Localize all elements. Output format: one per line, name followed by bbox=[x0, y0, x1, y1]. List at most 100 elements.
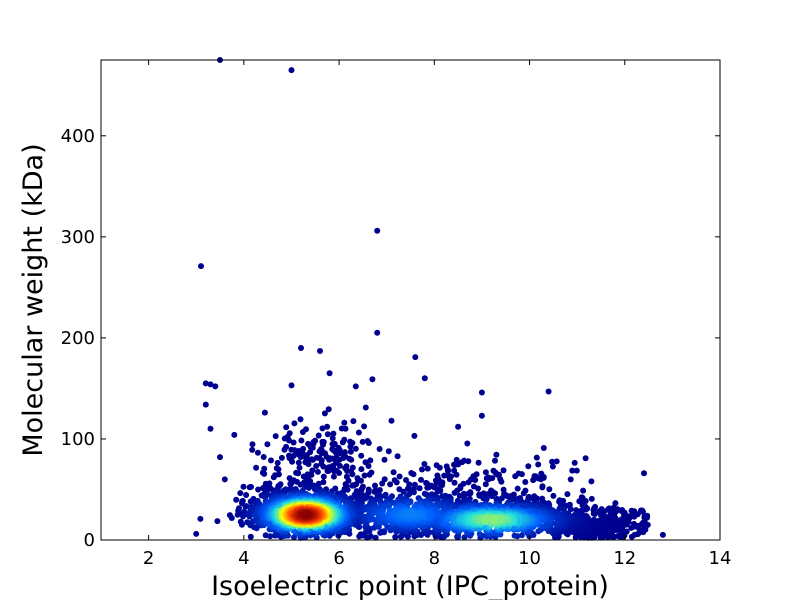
data-point bbox=[393, 479, 400, 486]
data-point bbox=[416, 485, 423, 492]
data-point bbox=[461, 534, 468, 541]
data-point bbox=[249, 441, 256, 448]
data-point bbox=[299, 429, 306, 435]
data-point bbox=[358, 477, 364, 484]
data-point bbox=[331, 468, 338, 475]
data-point bbox=[482, 469, 489, 476]
data-point bbox=[207, 425, 214, 432]
data-point bbox=[358, 466, 365, 473]
data-point bbox=[247, 498, 254, 505]
data-point bbox=[309, 444, 316, 451]
data-point bbox=[485, 476, 492, 483]
data-point bbox=[338, 425, 345, 432]
data-point bbox=[349, 482, 356, 489]
data-point bbox=[305, 461, 312, 468]
x-tick-label: 8 bbox=[429, 548, 440, 569]
data-point bbox=[365, 440, 372, 446]
data-point bbox=[553, 458, 560, 465]
data-point bbox=[453, 471, 460, 478]
x-tick-label: 2 bbox=[143, 548, 154, 569]
data-point bbox=[539, 484, 546, 491]
data-point bbox=[493, 451, 500, 458]
data-point bbox=[500, 467, 507, 474]
data-point bbox=[641, 514, 648, 521]
y-tick-label: 200 bbox=[61, 328, 95, 349]
data-point bbox=[330, 430, 337, 437]
data-point bbox=[286, 437, 293, 444]
data-point bbox=[295, 470, 302, 477]
data-point bbox=[509, 496, 516, 503]
data-point bbox=[352, 383, 359, 390]
data-point bbox=[569, 467, 576, 474]
data-point bbox=[498, 478, 505, 485]
data-point bbox=[253, 464, 260, 471]
data-point bbox=[369, 376, 376, 383]
data-point bbox=[202, 380, 209, 387]
data-point bbox=[390, 469, 397, 476]
data-point bbox=[394, 453, 401, 460]
data-point bbox=[326, 370, 333, 377]
data-point bbox=[408, 511, 415, 518]
data-point bbox=[482, 481, 489, 488]
data-point bbox=[243, 492, 250, 498]
data-point bbox=[193, 530, 200, 537]
data-point bbox=[214, 518, 221, 525]
data-point bbox=[291, 534, 297, 541]
data-point bbox=[253, 525, 260, 532]
data-point bbox=[278, 454, 285, 461]
data-point bbox=[567, 476, 574, 483]
data-point bbox=[243, 503, 250, 510]
data-point bbox=[512, 473, 519, 480]
data-point bbox=[319, 425, 326, 432]
data-point bbox=[554, 515, 561, 522]
data-point bbox=[366, 471, 373, 478]
data-point bbox=[372, 482, 378, 489]
data-point bbox=[445, 468, 451, 474]
data-point bbox=[659, 531, 666, 538]
data-point bbox=[261, 409, 268, 416]
x-tick-label: 10 bbox=[518, 548, 541, 569]
y-tick-label: 400 bbox=[61, 126, 95, 147]
data-point bbox=[361, 472, 368, 479]
data-point bbox=[305, 484, 312, 491]
data-point bbox=[488, 493, 495, 500]
data-point bbox=[347, 448, 354, 455]
data-point bbox=[320, 473, 327, 480]
data-point bbox=[367, 457, 374, 464]
data-point bbox=[314, 468, 321, 475]
data-point bbox=[374, 329, 381, 336]
data-point bbox=[270, 474, 277, 481]
data-point bbox=[582, 455, 589, 462]
data-point bbox=[297, 454, 304, 460]
data-point bbox=[419, 466, 425, 473]
data-point bbox=[434, 488, 441, 495]
x-axis-label: Isoelectric point (IPC_protein) bbox=[211, 571, 609, 600]
data-point bbox=[309, 456, 316, 463]
data-point bbox=[465, 458, 472, 465]
data-point bbox=[451, 462, 458, 468]
data-point bbox=[588, 495, 595, 502]
data-point bbox=[317, 348, 323, 354]
data-point bbox=[545, 388, 552, 395]
data-point bbox=[247, 533, 254, 540]
data-point bbox=[336, 470, 343, 476]
data-point bbox=[573, 467, 580, 474]
y-tick-label: 300 bbox=[61, 227, 95, 248]
data-point bbox=[612, 500, 619, 507]
x-tick-label: 4 bbox=[238, 548, 249, 569]
data-point bbox=[207, 381, 214, 388]
data-point bbox=[424, 465, 431, 472]
data-point bbox=[324, 468, 331, 474]
data-point bbox=[324, 431, 331, 438]
data-point bbox=[446, 476, 453, 483]
data-point bbox=[498, 516, 505, 523]
data-point bbox=[255, 486, 262, 493]
data-point bbox=[387, 481, 394, 488]
data-point bbox=[330, 473, 337, 480]
data-point bbox=[598, 512, 604, 519]
data-point bbox=[543, 521, 550, 528]
data-point bbox=[464, 440, 471, 447]
data-point bbox=[535, 461, 542, 468]
data-point bbox=[291, 420, 298, 427]
